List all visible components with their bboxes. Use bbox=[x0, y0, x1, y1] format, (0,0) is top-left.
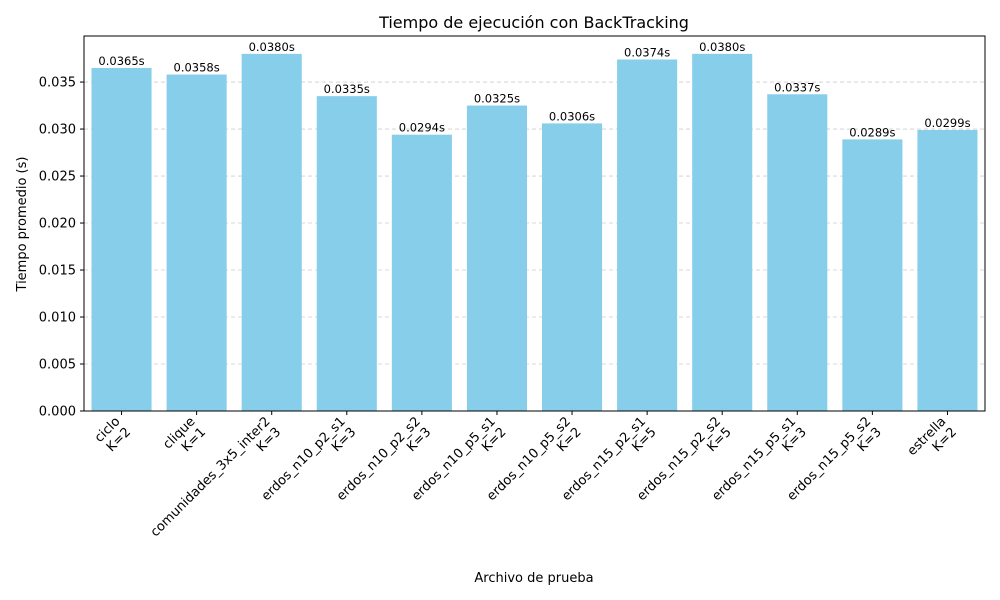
bar-value-label: 0.0306s bbox=[549, 109, 595, 123]
bar-value-label: 0.0337s bbox=[774, 80, 820, 94]
bar-value-label: 0.0294s bbox=[399, 121, 445, 135]
bar bbox=[842, 139, 903, 411]
bar-value-label: 0.0335s bbox=[324, 82, 370, 96]
x-tick-label-line: comunidades_3x5_inter2 bbox=[148, 414, 274, 540]
bar bbox=[166, 74, 227, 411]
bar-value-label: 0.0289s bbox=[849, 125, 895, 139]
bar bbox=[767, 94, 828, 411]
y-tick-label: 0.025 bbox=[39, 170, 76, 185]
bars bbox=[91, 53, 978, 412]
bar-value-label: 0.0380s bbox=[249, 40, 295, 54]
bar bbox=[617, 59, 678, 411]
bar bbox=[241, 53, 302, 411]
bar-value-label: 0.0325s bbox=[474, 92, 520, 106]
y-axis-ticks: 0.000 0.005 0.010 0.015 0.020 0.025 0.030 0.035 bbox=[39, 76, 84, 420]
bar-value-label: 0.0358s bbox=[174, 61, 220, 75]
y-axis-title: Tiempo promedio (s) bbox=[15, 157, 30, 293]
bar bbox=[917, 129, 978, 411]
bar bbox=[466, 105, 527, 411]
y-tick-label: 0.030 bbox=[39, 123, 76, 138]
bar-value-label: 0.0380s bbox=[699, 40, 745, 54]
bar-value-label: 0.0374s bbox=[624, 45, 670, 59]
bar bbox=[391, 134, 452, 411]
y-tick-label: 0.035 bbox=[39, 76, 76, 91]
chart-title: Tiempo de ejecución con BackTracking bbox=[378, 13, 689, 32]
bar bbox=[542, 123, 603, 412]
bar bbox=[316, 96, 377, 411]
bar-value-label: 0.0299s bbox=[924, 116, 970, 130]
x-axis-title: Archivo de prueba bbox=[474, 571, 593, 586]
y-tick-label: 0.005 bbox=[39, 358, 76, 373]
bar bbox=[91, 67, 152, 411]
y-tick-label: 0.000 bbox=[39, 405, 76, 420]
y-tick-label: 0.010 bbox=[39, 311, 76, 326]
bar-value-label: 0.0365s bbox=[98, 54, 144, 68]
bar-labels: 0.0365s 0.0358s 0.0380s 0.0335s 0.0294s 0.032… bbox=[98, 40, 970, 140]
grid-lines bbox=[84, 81, 985, 365]
y-tick-label: 0.015 bbox=[39, 264, 76, 279]
bar bbox=[692, 53, 753, 411]
y-tick-label: 0.020 bbox=[39, 217, 76, 232]
